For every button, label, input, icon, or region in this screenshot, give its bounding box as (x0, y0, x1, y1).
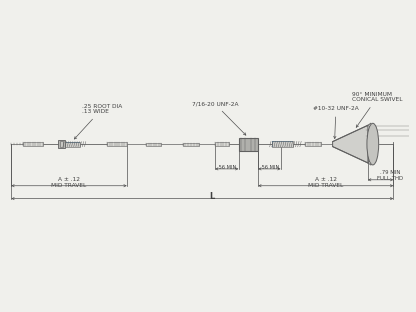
Bar (272, 141, 293, 147)
Bar (65, 142, 80, 147)
Bar (23, 142, 42, 146)
Ellipse shape (367, 123, 379, 165)
Text: .79 MIN
FULL THD: .79 MIN FULL THD (377, 170, 404, 181)
Bar (65, 142, 80, 147)
Bar (146, 143, 161, 146)
Text: A ± .12
MID TRAVEL: A ± .12 MID TRAVEL (308, 177, 343, 188)
Bar (60, 141, 63, 147)
Bar (272, 141, 293, 147)
Text: .56 MIN: .56 MIN (260, 165, 279, 170)
Bar (215, 142, 229, 146)
Bar (183, 143, 199, 146)
Text: #10-32 UNF-2A: #10-32 UNF-2A (313, 106, 359, 139)
Text: A ± .12
MID TRAVEL: A ± .12 MID TRAVEL (52, 177, 87, 188)
Text: L: L (210, 192, 215, 201)
Bar (238, 138, 258, 151)
Polygon shape (333, 125, 368, 163)
Bar (107, 142, 127, 146)
Bar (305, 142, 321, 146)
Text: .25 ROOT DIA
.13 WIDE: .25 ROOT DIA .13 WIDE (74, 104, 122, 139)
Text: 90° MINIMUM
CONICAL SWIVEL: 90° MINIMUM CONICAL SWIVEL (352, 92, 403, 127)
Text: 7/16-20 UNF-2A: 7/16-20 UNF-2A (192, 101, 246, 135)
Text: .56 MIN: .56 MIN (217, 165, 236, 170)
Bar (58, 140, 65, 148)
